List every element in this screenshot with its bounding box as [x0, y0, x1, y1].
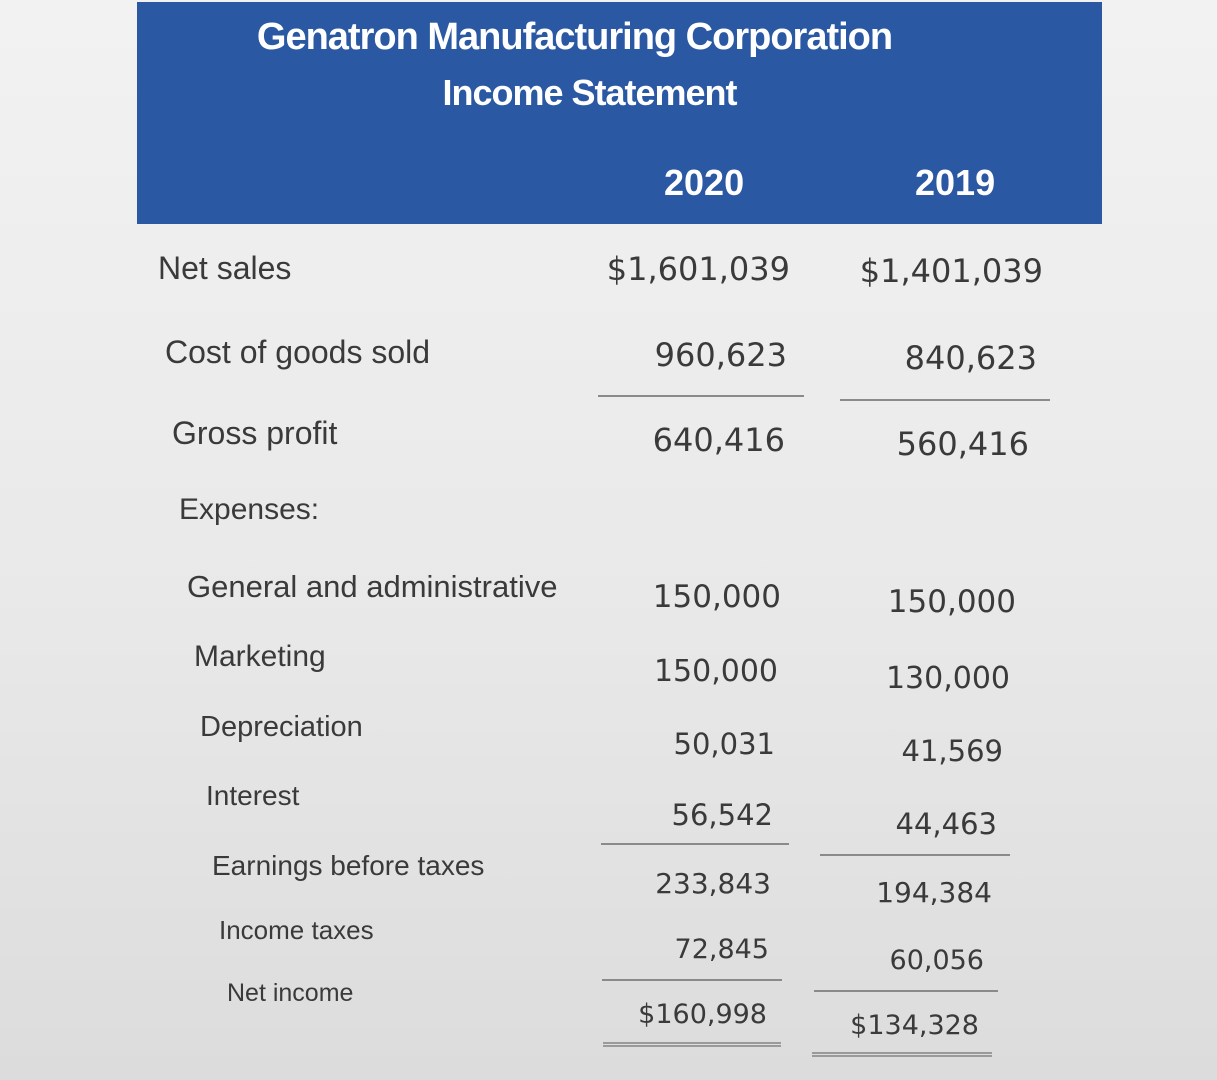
row-label-expenses: Expenses:: [179, 493, 320, 526]
net-income-double-rule-2019: [812, 1052, 992, 1057]
income-taxes-2019: 60,056: [889, 945, 984, 976]
general-and-administrative-2020: 150,000: [652, 579, 781, 615]
net-income-2020: $160,998: [638, 999, 767, 1030]
marketing-2020: 150,000: [653, 654, 778, 689]
row-label-income-taxes: Income taxes: [219, 915, 374, 945]
cost-of-goods-sold-2019: 840,623: [904, 339, 1037, 377]
row-label-marketing: Marketing: [194, 640, 326, 673]
expense-total-rule-2019: [820, 854, 1010, 856]
row-label-general-and-administrative: General and administrative: [187, 569, 558, 604]
company-name: Genatron Manufacturing Corporation: [256, 16, 893, 58]
net-sales-2019: $1,401,039: [859, 252, 1043, 290]
net-income-2019: $134,328: [850, 1010, 979, 1041]
gross-profit-2020: 640,416: [652, 421, 785, 459]
column-header-2020: 2020: [664, 162, 745, 203]
net-income-double-rule-2020: [603, 1042, 781, 1047]
earnings-before-taxes-2020: 233,843: [655, 867, 771, 900]
subtotal-rule-2019: [840, 399, 1050, 401]
row-label-net-income: Net income: [227, 979, 354, 1007]
cost-of-goods-sold-2020: 960,623: [654, 336, 787, 374]
row-label-gross-profit: Gross profit: [172, 415, 338, 451]
gross-profit-2019: 560,416: [896, 425, 1029, 463]
depreciation-2019: 41,569: [901, 734, 1003, 768]
net-income-rule-2020: [602, 979, 782, 981]
row-label-net-sales: Net sales: [158, 250, 292, 286]
row-label-earnings-before-taxes: Earnings before taxes: [212, 850, 485, 881]
earnings-before-taxes-2019: 194,384: [876, 876, 992, 909]
row-label-depreciation: Depreciation: [200, 711, 363, 743]
statement-title: Income Statement: [442, 72, 737, 113]
interest-2019: 44,463: [895, 807, 997, 841]
depreciation-2020: 50,031: [673, 727, 775, 761]
subtotal-rule-2020: [598, 395, 804, 397]
statement-header: Genatron Manufacturing Corporation Incom…: [137, 2, 1102, 224]
column-header-2019: 2019: [915, 162, 996, 203]
expense-total-rule-2020: [601, 843, 789, 845]
net-income-rule-2019: [814, 990, 998, 992]
row-label-cost-of-goods-sold: Cost of goods sold: [165, 334, 431, 370]
net-sales-2020: $1,601,039: [606, 250, 790, 288]
row-label-interest: Interest: [206, 780, 300, 811]
interest-2020: 56,542: [671, 798, 773, 832]
marketing-2019: 130,000: [885, 661, 1010, 696]
general-and-administrative-2019: 150,000: [887, 584, 1016, 620]
income-taxes-2020: 72,845: [674, 934, 769, 965]
